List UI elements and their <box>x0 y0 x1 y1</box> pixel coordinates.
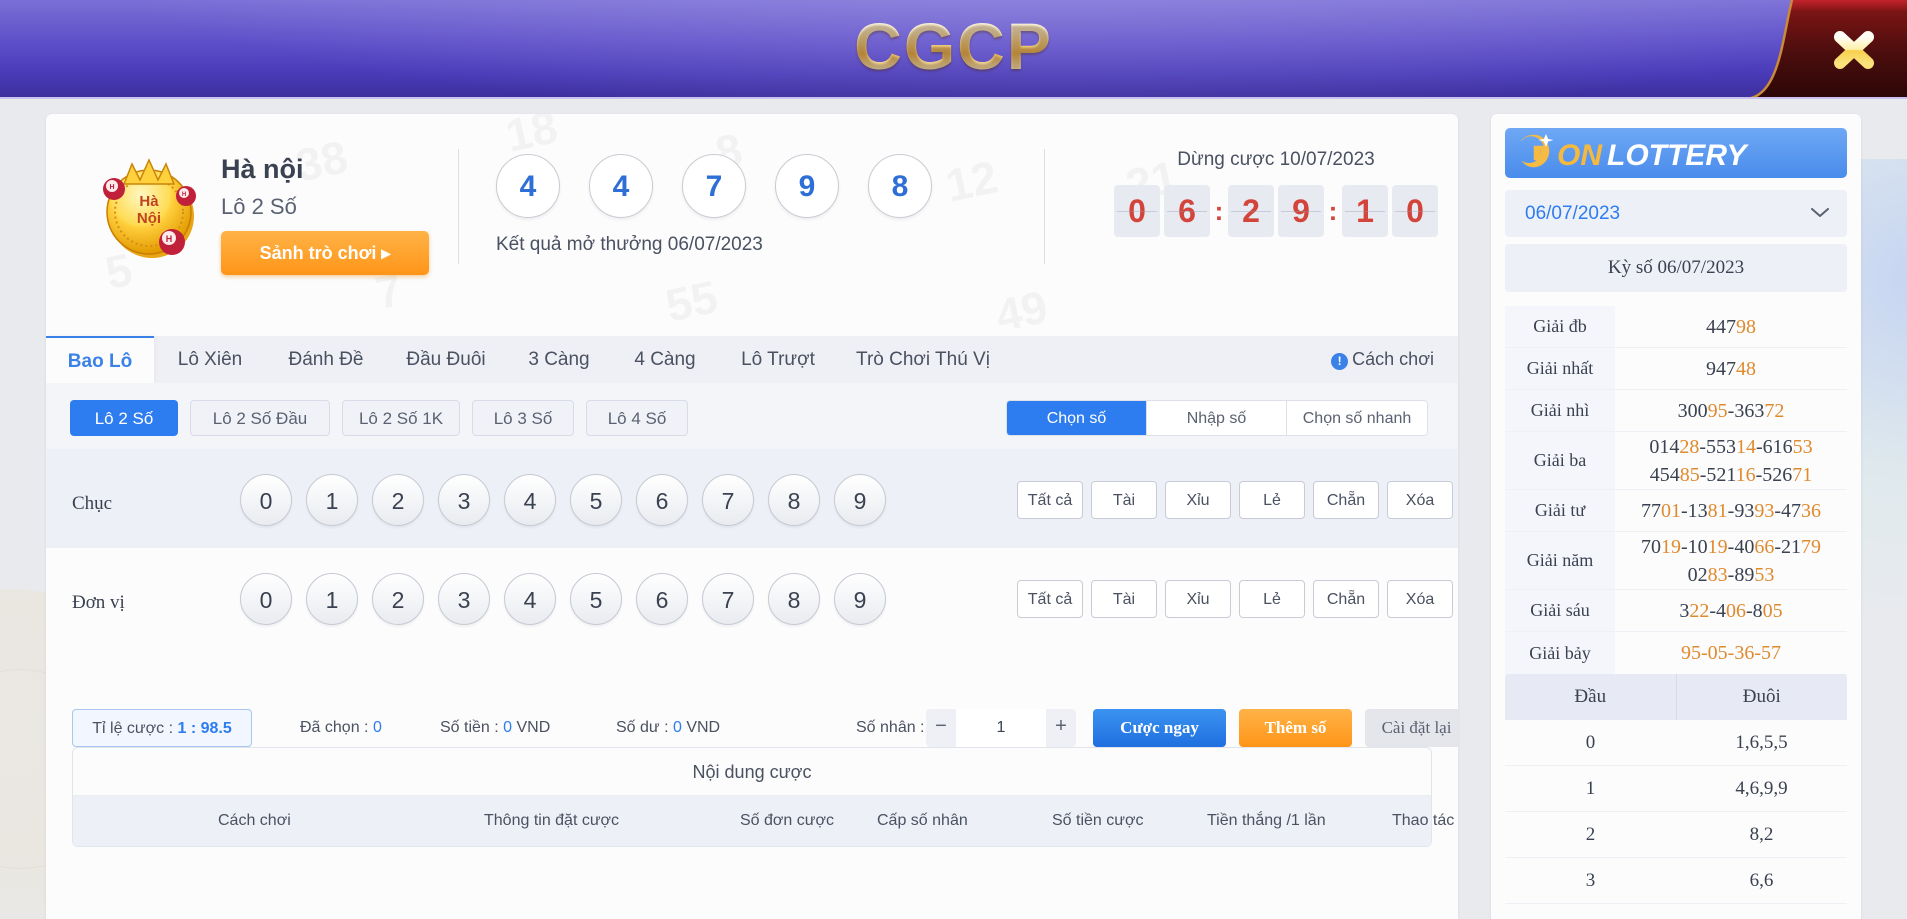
svg-text:H: H <box>182 192 186 198</box>
svg-text:Hà: Hà <box>139 193 159 210</box>
svg-text:LOTTERY: LOTTERY <box>1607 139 1749 172</box>
svg-text:ON: ON <box>1557 139 1603 172</box>
svg-text:H: H <box>166 234 173 244</box>
svg-text:H: H <box>109 184 114 191</box>
svg-text:Nội: Nội <box>137 210 161 227</box>
